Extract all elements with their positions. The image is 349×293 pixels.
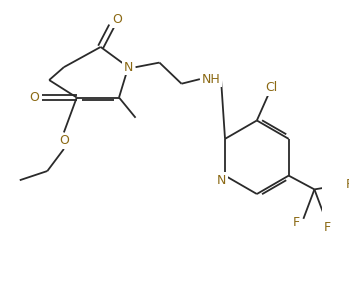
Text: O: O	[30, 91, 39, 104]
Text: F: F	[324, 221, 331, 234]
Text: O: O	[59, 134, 69, 147]
Text: O: O	[112, 13, 122, 26]
Text: F: F	[346, 178, 349, 191]
Text: N: N	[217, 174, 226, 187]
Text: Cl: Cl	[266, 81, 278, 94]
Text: NH: NH	[201, 73, 220, 86]
Text: N: N	[124, 61, 133, 74]
Text: F: F	[292, 216, 299, 229]
